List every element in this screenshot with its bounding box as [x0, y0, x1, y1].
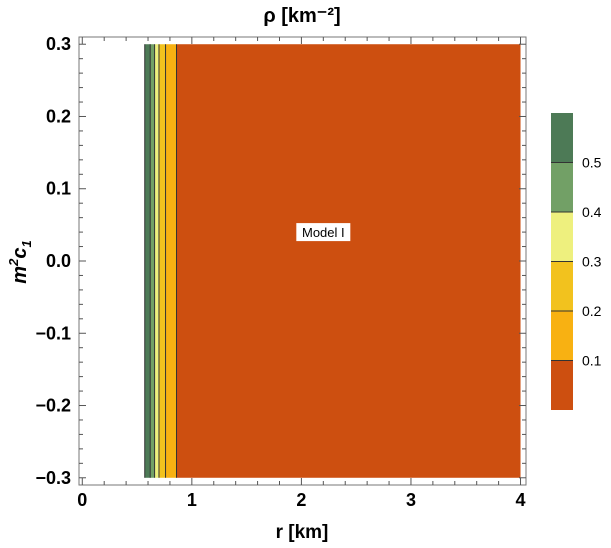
- legend-level-label: 0.3: [582, 254, 602, 270]
- x-axis-label: r [km]: [276, 522, 329, 543]
- y-tick-label: −0.3: [35, 468, 71, 488]
- x-tick-label: 2: [296, 490, 306, 510]
- legend-swatch-5: [551, 113, 573, 163]
- legend-swatch-3: [551, 212, 573, 262]
- y-axis-label: m2c1: [6, 240, 34, 283]
- legend-level-label: 0.5: [582, 155, 602, 171]
- x-tick-label: 1: [187, 490, 197, 510]
- legend-level-label: 0.4: [582, 204, 602, 220]
- annotation-label: Model I: [302, 225, 345, 240]
- contour-band-1: [150, 44, 155, 478]
- chart-title: ρ [km⁻²]: [263, 5, 340, 27]
- legend-swatch-1: [551, 311, 573, 361]
- x-tick-label: 4: [516, 490, 526, 510]
- x-tick-label: 0: [77, 490, 87, 510]
- legend-swatch-0: [551, 360, 573, 410]
- contour-band-2: [154, 44, 159, 478]
- legend-level-label: 0.1: [582, 353, 602, 369]
- y-tick-label: −0.1: [35, 323, 71, 343]
- legend-swatch-2: [551, 261, 573, 311]
- legend-level-label: 0.2: [582, 303, 602, 319]
- y-tick-label: 0.3: [46, 34, 71, 54]
- contour-band-3: [158, 44, 166, 478]
- y-tick-label: 0.0: [46, 251, 71, 271]
- contour-band-0: [144, 44, 151, 478]
- annotation-box: [296, 223, 351, 242]
- y-tick-label: 0.1: [46, 179, 71, 199]
- contour-band-4: [165, 44, 177, 478]
- legend: 0.1 0.2 0.3 0.4 0.5: [551, 113, 602, 410]
- y-tick-label: −0.2: [35, 396, 71, 416]
- x-tick-label: 3: [406, 490, 416, 510]
- legend-swatch-4: [551, 162, 573, 212]
- contour-band-5: [176, 44, 521, 478]
- y-tick-label: 0.2: [46, 106, 71, 126]
